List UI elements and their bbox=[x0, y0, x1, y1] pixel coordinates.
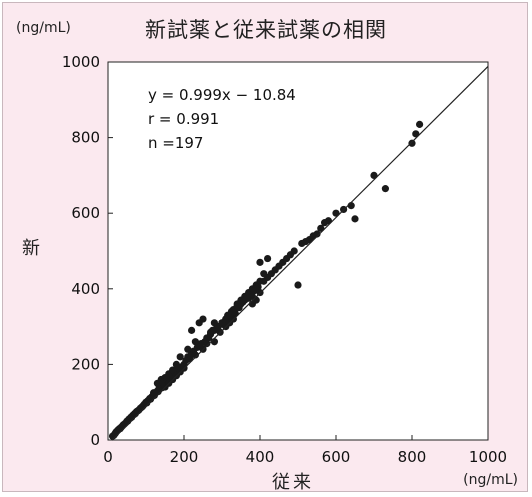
axis-ticks: 0 200 400 600 800 1000 0 200 400 600 800 1000 bbox=[62, 53, 507, 466]
data-point bbox=[416, 120, 424, 128]
data-point bbox=[264, 254, 272, 263]
data-point bbox=[260, 270, 268, 278]
data-point bbox=[313, 230, 321, 238]
data-point bbox=[381, 185, 389, 193]
data-point bbox=[203, 334, 211, 342]
y-tick-label: 200 bbox=[71, 355, 100, 373]
stat-annotation: r = 0.991 bbox=[148, 110, 219, 128]
x-tick-label: 1000 bbox=[469, 448, 507, 466]
regression-line bbox=[111, 66, 489, 441]
data-point bbox=[294, 281, 302, 289]
y-axis-unit: (ng/mL) bbox=[16, 20, 71, 36]
y-tick-label: 400 bbox=[71, 280, 100, 298]
y-tick-label: 1000 bbox=[62, 53, 100, 71]
data-point bbox=[199, 315, 207, 323]
x-tick-label: 400 bbox=[246, 448, 275, 466]
data-point bbox=[351, 215, 359, 223]
data-point bbox=[203, 340, 211, 348]
data-point bbox=[408, 139, 416, 147]
data-point bbox=[150, 389, 158, 397]
data-point bbox=[188, 326, 196, 334]
x-axis-label: 従来 bbox=[272, 472, 314, 493]
data-point bbox=[256, 258, 264, 266]
stat-annotation: n =197 bbox=[148, 134, 203, 152]
x-tick-label: 600 bbox=[322, 448, 351, 466]
y-tick-label: 0 bbox=[90, 431, 100, 449]
data-point bbox=[210, 319, 218, 327]
x-tick-label: 800 bbox=[398, 448, 427, 466]
x-axis-unit: (ng/mL) bbox=[463, 472, 518, 488]
y-axis-label: 新 bbox=[22, 238, 40, 259]
stat-annotation: y = 0.999x − 10.84 bbox=[148, 86, 296, 104]
y-tick-label: 600 bbox=[71, 204, 100, 222]
data-point bbox=[290, 247, 298, 255]
stats-annotation: y = 0.999x − 10.84 r = 0.991 n =197 bbox=[148, 86, 296, 152]
data-point bbox=[191, 338, 199, 346]
data-point bbox=[184, 345, 192, 353]
x-tick-label: 200 bbox=[170, 448, 199, 466]
data-point bbox=[176, 353, 184, 361]
data-point bbox=[172, 360, 180, 368]
x-tick-label: 0 bbox=[103, 448, 113, 466]
data-point bbox=[191, 351, 199, 359]
chart-title: 新試薬と従来試薬の相関 bbox=[145, 18, 387, 42]
y-tick-label: 800 bbox=[71, 129, 100, 147]
data-point bbox=[229, 307, 237, 316]
